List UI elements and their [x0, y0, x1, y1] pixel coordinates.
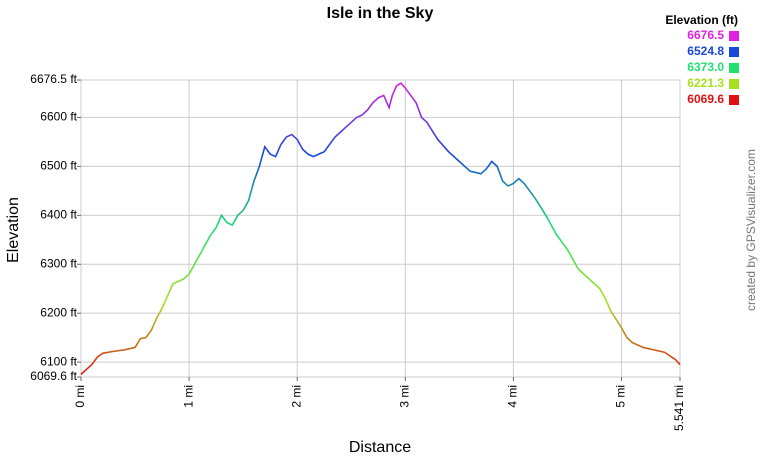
x-tick-label: 0 mi — [73, 385, 87, 408]
legend-swatch — [729, 31, 739, 41]
y-tick-label: 6676.5 ft — [30, 72, 77, 86]
x-tick-label: 2 mi — [289, 385, 303, 408]
legend-swatch — [729, 63, 739, 73]
legend-swatch — [729, 79, 739, 89]
legend-label: 6373.0 — [687, 60, 724, 74]
legend-swatch — [729, 47, 739, 57]
legend-label: 6221.3 — [687, 76, 724, 90]
x-tick-label: 1 mi — [181, 385, 195, 408]
y-tick-label: 6500 ft — [40, 159, 77, 173]
plot-area — [80, 79, 681, 378]
legend-swatch — [729, 95, 739, 105]
x-tick-label: 5 mi — [614, 385, 628, 408]
y-tick-label: 6600 ft — [40, 110, 77, 124]
elevation-line — [80, 82, 681, 375]
y-axis-label: Elevation — [5, 197, 22, 263]
legend-title: Elevation (ft) — [665, 13, 738, 27]
y-tick-label: 6300 ft — [40, 256, 77, 270]
chart-title: Isle in the Sky — [327, 5, 434, 22]
legend-label: 6676.5 — [687, 28, 724, 42]
x-tick-label: 5.541 mi — [672, 385, 686, 431]
y-tick-label: 6400 ft — [40, 207, 77, 221]
legend-label: 6069.6 — [687, 92, 724, 106]
x-axis-label: Distance — [349, 439, 411, 456]
x-tick-label: 4 mi — [506, 385, 520, 408]
y-tick-label: 6069.6 ft — [30, 369, 77, 383]
legend-label: 6524.8 — [687, 44, 724, 58]
credit: created by GPSVisualizer.com — [744, 149, 758, 311]
x-tick-label: 3 mi — [397, 385, 411, 408]
y-tick-label: 6100 ft — [40, 354, 77, 368]
y-tick-label: 6200 ft — [40, 305, 77, 319]
